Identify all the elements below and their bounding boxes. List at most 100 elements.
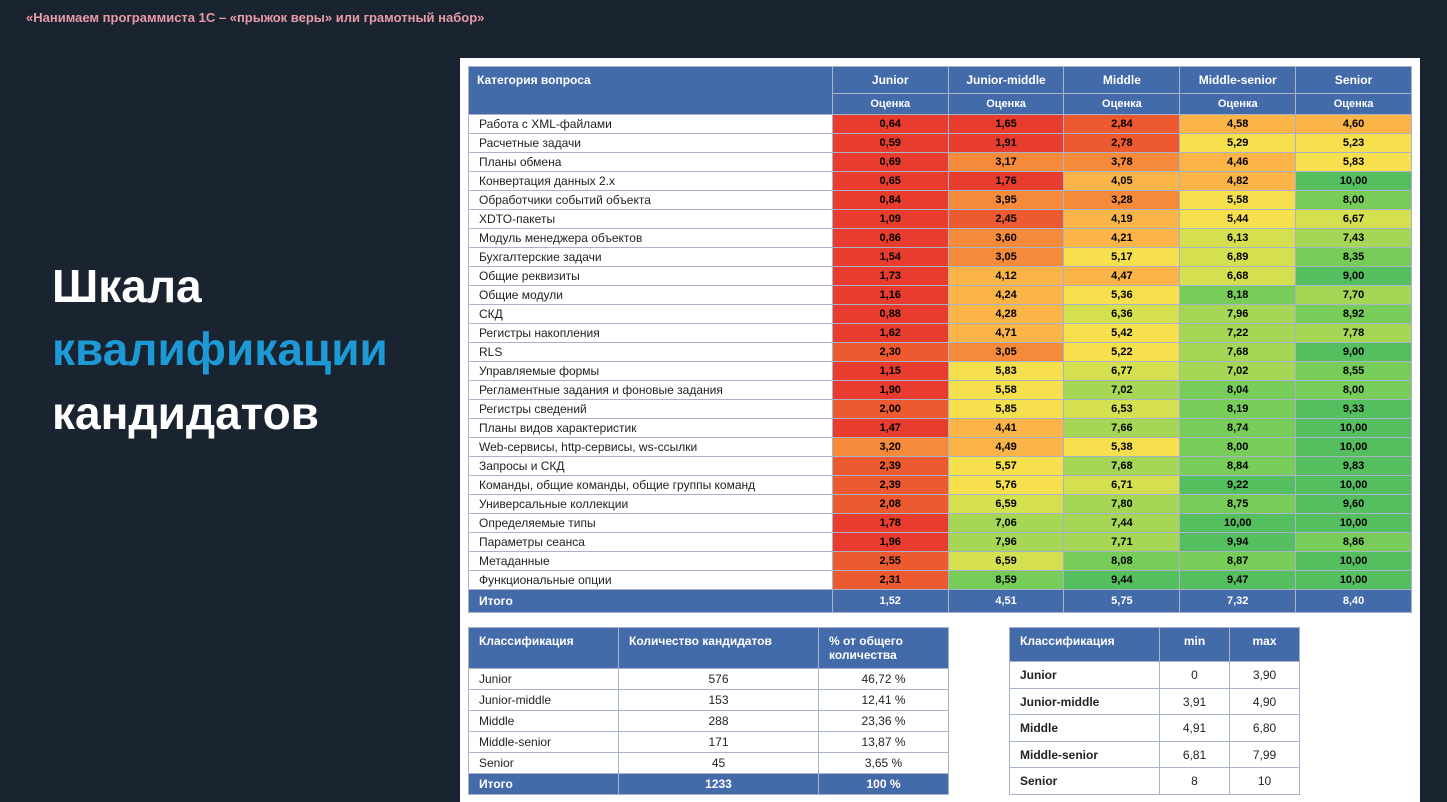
score-cell: 5,29 xyxy=(1180,134,1296,153)
score-cell: 1,96 xyxy=(832,533,948,552)
score-cell: 10,00 xyxy=(1296,514,1412,533)
score-cell: 4,28 xyxy=(948,305,1064,324)
total-score-cell: 8,40 xyxy=(1296,590,1412,613)
score-cell: 8,00 xyxy=(1296,191,1412,210)
score-cell: 4,49 xyxy=(948,438,1064,457)
score-cell: 6,89 xyxy=(1180,248,1296,267)
category-cell: Планы обмена xyxy=(469,153,833,172)
score-cell: 1,78 xyxy=(832,514,948,533)
score-cell: 2,30 xyxy=(832,343,948,362)
counts-label-cell: Middle-senior xyxy=(469,732,619,753)
col-subheader-score: Оценка xyxy=(1296,94,1412,115)
score-cell: 4,21 xyxy=(1064,229,1180,248)
ranges-label-cell: Junior-middle xyxy=(1010,688,1160,715)
score-cell: 2,31 xyxy=(832,571,948,590)
score-cell: 8,92 xyxy=(1296,305,1412,324)
score-cell: 8,59 xyxy=(948,571,1064,590)
total-score-cell: 4,51 xyxy=(948,590,1064,613)
counts-label-cell: Junior xyxy=(469,669,619,690)
slide-title: Шкала квалификации кандидатов xyxy=(52,255,388,445)
score-cell: 2,00 xyxy=(832,400,948,419)
score-cell: 2,78 xyxy=(1064,134,1180,153)
score-cell: 7,68 xyxy=(1180,343,1296,362)
score-cell: 9,83 xyxy=(1296,457,1412,476)
ranges-label-cell: Middle-senior xyxy=(1010,741,1160,768)
score-cell: 3,60 xyxy=(948,229,1064,248)
score-cell: 7,66 xyxy=(1064,419,1180,438)
counts-total-n: 1233 xyxy=(619,774,819,795)
score-cell: 6,53 xyxy=(1064,400,1180,419)
score-cell: 8,18 xyxy=(1180,286,1296,305)
score-cell: 1,65 xyxy=(948,115,1064,134)
ranges-max-cell: 10 xyxy=(1230,768,1300,795)
score-cell: 8,35 xyxy=(1296,248,1412,267)
score-cell: 7,22 xyxy=(1180,324,1296,343)
category-cell: Работа с XML-файлами xyxy=(469,115,833,134)
score-cell: 3,28 xyxy=(1064,191,1180,210)
counts-value-cell: 45 xyxy=(619,753,819,774)
score-cell: 0,84 xyxy=(832,191,948,210)
score-cell: 9,22 xyxy=(1180,476,1296,495)
score-cell: 7,96 xyxy=(948,533,1064,552)
category-cell: Web-сервисы, http-сервисы, ws-ссылки xyxy=(469,438,833,457)
score-cell: 6,71 xyxy=(1064,476,1180,495)
col-header-level: Middle-senior xyxy=(1180,67,1296,94)
col-header-level: Junior xyxy=(832,67,948,94)
ranges-min-cell: 4,91 xyxy=(1160,715,1230,742)
score-cell: 10,00 xyxy=(1296,476,1412,495)
ranges-max-cell: 7,99 xyxy=(1230,741,1300,768)
ranges-min-cell: 0 xyxy=(1160,662,1230,689)
score-cell: 4,58 xyxy=(1180,115,1296,134)
score-cell: 9,60 xyxy=(1296,495,1412,514)
ranges-min-cell: 6,81 xyxy=(1160,741,1230,768)
category-cell: Универсальные коллекции xyxy=(469,495,833,514)
counts-percent-cell: 23,36 % xyxy=(819,711,949,732)
col-subheader-score: Оценка xyxy=(832,94,948,115)
score-cell: 5,22 xyxy=(1064,343,1180,362)
score-cell: 10,00 xyxy=(1296,438,1412,457)
candidate-counts-table: КлассификацияКоличество кандидатов% от о… xyxy=(468,627,949,795)
counts-value-cell: 288 xyxy=(619,711,819,732)
score-cell: 10,00 xyxy=(1296,419,1412,438)
score-cell: 5,58 xyxy=(1180,191,1296,210)
score-cell: 0,65 xyxy=(832,172,948,191)
category-cell: Параметры сеанса xyxy=(469,533,833,552)
score-cell: 2,39 xyxy=(832,476,948,495)
ranges-max-cell: 4,90 xyxy=(1230,688,1300,715)
score-cell: 3,05 xyxy=(948,248,1064,267)
score-cell: 8,55 xyxy=(1296,362,1412,381)
score-cell: 5,76 xyxy=(948,476,1064,495)
category-cell: Модуль менеджера объектов xyxy=(469,229,833,248)
score-cell: 1,16 xyxy=(832,286,948,305)
score-cell: 5,17 xyxy=(1064,248,1180,267)
score-cell: 2,84 xyxy=(1064,115,1180,134)
score-cell: 7,43 xyxy=(1296,229,1412,248)
score-cell: 1,73 xyxy=(832,267,948,286)
category-cell: Обработчики событий объекта xyxy=(469,191,833,210)
score-cell: 2,55 xyxy=(832,552,948,571)
counts-label-cell: Junior-middle xyxy=(469,690,619,711)
score-cell: 10,00 xyxy=(1296,172,1412,191)
total-label-cell: Итого xyxy=(469,590,833,613)
ranges-max-cell: 6,80 xyxy=(1230,715,1300,742)
title-line2: квалификации xyxy=(52,323,388,375)
tables-panel: Категория вопросаJuniorJunior-middleMidd… xyxy=(460,58,1420,802)
score-cell: 7,02 xyxy=(1064,381,1180,400)
score-cell: 7,96 xyxy=(1180,305,1296,324)
score-cell: 8,19 xyxy=(1180,400,1296,419)
score-cell: 9,44 xyxy=(1064,571,1180,590)
score-cell: 8,87 xyxy=(1180,552,1296,571)
counts-percent-cell: 3,65 % xyxy=(819,753,949,774)
ranges-label-cell: Middle xyxy=(1010,715,1160,742)
score-cell: 2,45 xyxy=(948,210,1064,229)
score-cell: 10,00 xyxy=(1180,514,1296,533)
score-cell: 9,33 xyxy=(1296,400,1412,419)
score-cell: 1,47 xyxy=(832,419,948,438)
score-cell: 5,23 xyxy=(1296,134,1412,153)
category-cell: Регистры сведений xyxy=(469,400,833,419)
score-cell: 6,67 xyxy=(1296,210,1412,229)
score-cell: 0,88 xyxy=(832,305,948,324)
ranges-header: min xyxy=(1160,628,1230,662)
counts-value-cell: 171 xyxy=(619,732,819,753)
score-cell: 9,00 xyxy=(1296,267,1412,286)
